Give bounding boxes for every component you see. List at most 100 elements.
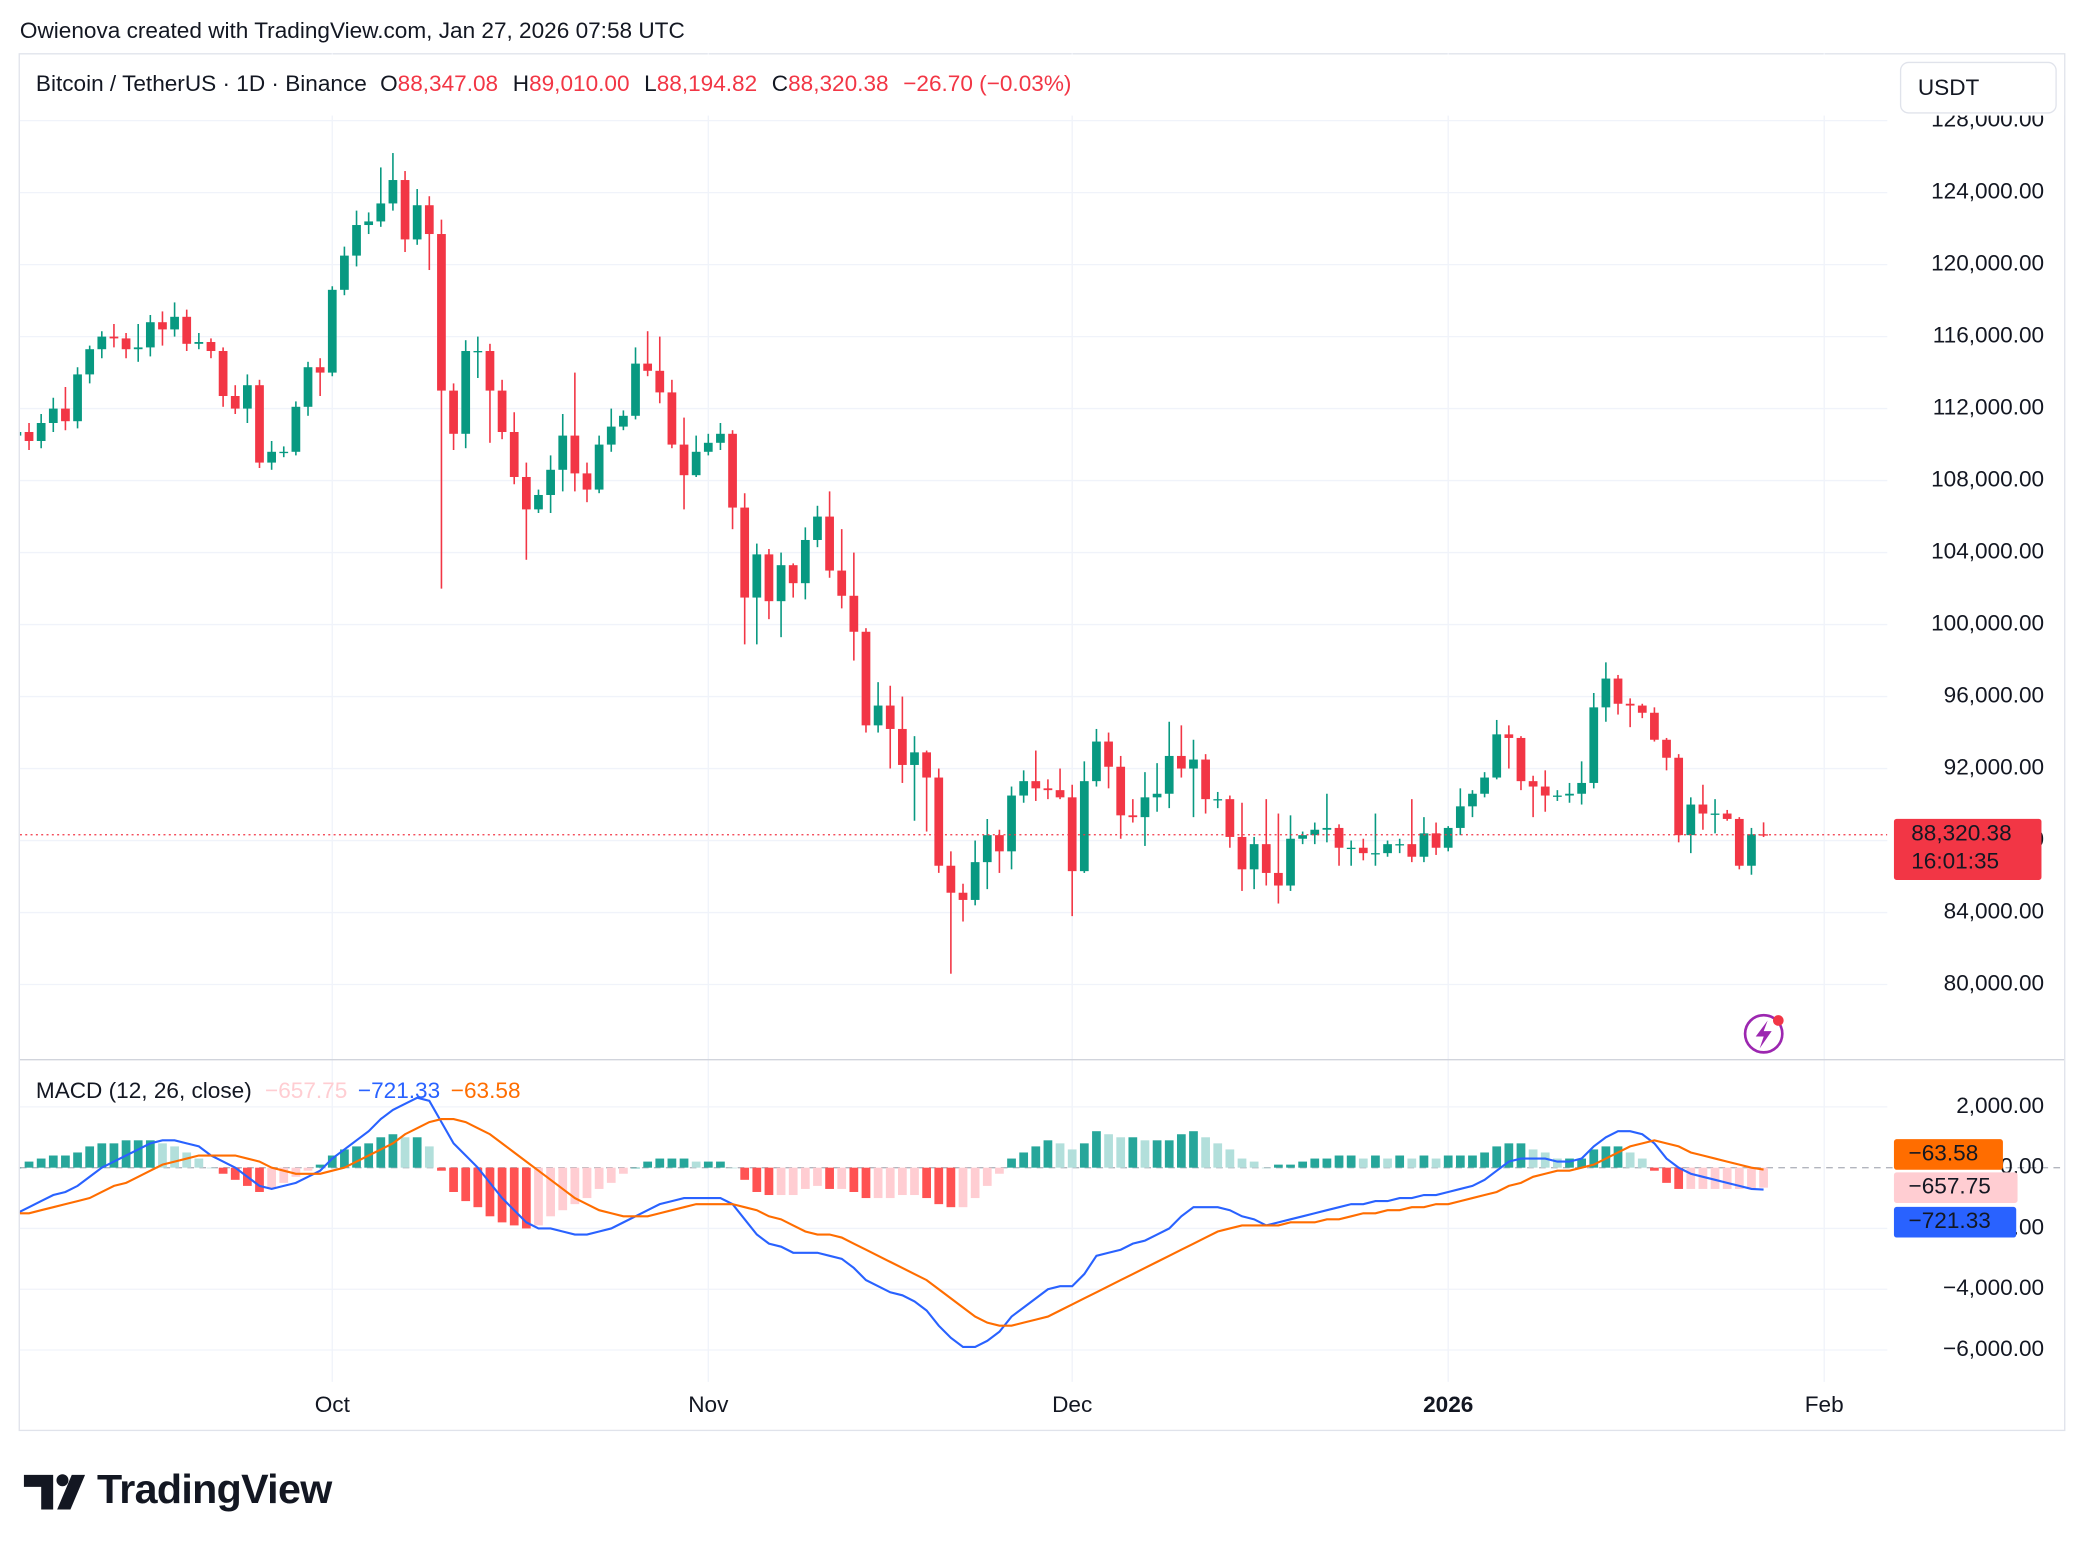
histogram-bar — [267, 1167, 276, 1189]
histogram-bar — [934, 1167, 944, 1205]
candle-body — [546, 469, 555, 495]
candle-body — [1274, 872, 1283, 886]
histogram-bar — [1468, 1155, 1477, 1168]
candle-body — [1310, 829, 1320, 836]
icon-dot[interactable] — [1772, 1015, 1784, 1026]
candle-body — [218, 351, 228, 397]
candle-body — [752, 554, 762, 598]
candle-body — [303, 367, 313, 407]
icon-bolt[interactable] — [1755, 1020, 1772, 1049]
candle-body — [1286, 838, 1295, 886]
histogram-bar — [1553, 1158, 1562, 1168]
candle-body — [1589, 707, 1599, 783]
histogram-bar — [667, 1158, 677, 1168]
candle-body — [691, 451, 701, 476]
histogram-bar — [1043, 1140, 1053, 1168]
candle-body — [1079, 781, 1089, 872]
histogram-bar — [1225, 1149, 1235, 1168]
candle-body — [910, 752, 919, 765]
y-tick-label: 92,000.00 — [1944, 755, 2044, 780]
candle-body — [352, 225, 361, 256]
histogram-bar — [412, 1137, 422, 1168]
histogram-bar — [461, 1167, 471, 1202]
candle-body — [788, 565, 798, 584]
candle-body — [206, 342, 216, 352]
candle-body — [1480, 777, 1489, 794]
price-pane — [19, 153, 1888, 974]
histogram-bar — [643, 1161, 653, 1168]
x-tick-label: Nov — [688, 1392, 729, 1417]
histogram-bar — [1589, 1149, 1599, 1168]
candle-body — [1528, 781, 1538, 787]
ohlc-key: O — [380, 71, 398, 96]
y-tick-label: 100,000.00 — [1931, 611, 2044, 636]
replay-icon[interactable] — [1743, 1013, 1784, 1054]
histogram-bar — [36, 1158, 46, 1168]
currency[interactable]: USDT — [1918, 75, 1980, 100]
candle-body — [849, 595, 859, 632]
candle-body — [424, 205, 434, 235]
candle-body — [364, 221, 374, 226]
histogram-bar — [1383, 1158, 1392, 1168]
histogram-tag — [1893, 1172, 2018, 1203]
candle-body — [1334, 827, 1344, 848]
candle-body — [667, 392, 677, 445]
histogram-bar — [121, 1140, 131, 1168]
histogram-bar — [788, 1167, 798, 1196]
histogram-bar — [885, 1167, 895, 1199]
candle-body — [461, 351, 471, 434]
candle-body — [133, 347, 143, 350]
histogram-bar — [73, 1152, 82, 1168]
y-tick-label: 112,000.00 — [1933, 395, 2044, 420]
histogram-bar — [1358, 1158, 1368, 1168]
histogram-bar — [315, 1164, 325, 1168]
y-tick-label: 96,000.00 — [1944, 683, 2044, 708]
histogram-bar — [327, 1155, 337, 1168]
candle-body — [485, 351, 495, 391]
histogram-bar — [279, 1167, 289, 1183]
candle-body — [437, 234, 446, 391]
histogram-bar — [1079, 1143, 1089, 1168]
histogram-bar — [255, 1167, 264, 1192]
histogram-bar — [764, 1167, 774, 1196]
candle-body — [982, 835, 992, 863]
histogram-legend: −657.75 — [265, 1078, 347, 1103]
histogram-bar — [606, 1167, 616, 1183]
candle-body — [1577, 782, 1586, 794]
histogram-bar — [1455, 1155, 1465, 1168]
histogram-bar — [1565, 1158, 1574, 1168]
histogram-bar — [703, 1161, 713, 1168]
symbol: Bitcoin / TetherUS · 1D · Binance — [36, 71, 367, 96]
histogram-bar — [340, 1149, 349, 1168]
y-tick-label: 104,000.00 — [1931, 539, 2044, 564]
signal-line — [19, 1117, 1764, 1327]
histogram-bar — [1650, 1167, 1659, 1171]
histogram-bar — [1055, 1143, 1065, 1168]
histogram-bar — [1419, 1155, 1429, 1168]
candle-body — [400, 180, 410, 240]
candle-body — [570, 435, 580, 474]
candle-body — [1116, 766, 1126, 816]
currency-button[interactable] — [1899, 61, 2057, 114]
histogram-bar — [898, 1167, 907, 1196]
histogram-bar — [1092, 1131, 1101, 1168]
histogram-bar — [1322, 1158, 1332, 1168]
icon-ring[interactable] — [1743, 1013, 1784, 1054]
histogram-bar — [1249, 1161, 1259, 1168]
histogram-bar — [1274, 1164, 1283, 1168]
ohlc-value: 88,347.08 — [398, 71, 498, 96]
candle-body — [1128, 815, 1138, 818]
candle-body — [800, 539, 810, 584]
histogram-bar — [1189, 1131, 1198, 1168]
candle-body — [1322, 827, 1332, 830]
histogram-bar — [1722, 1167, 1732, 1189]
candle-body — [327, 289, 337, 373]
candle-body — [679, 444, 689, 476]
histogram-bar — [1298, 1161, 1308, 1168]
candle-body — [1747, 834, 1756, 866]
candle-body — [1492, 734, 1502, 778]
histogram-bar — [388, 1134, 398, 1168]
candle-body — [946, 865, 956, 893]
histogram-bar — [400, 1137, 410, 1168]
